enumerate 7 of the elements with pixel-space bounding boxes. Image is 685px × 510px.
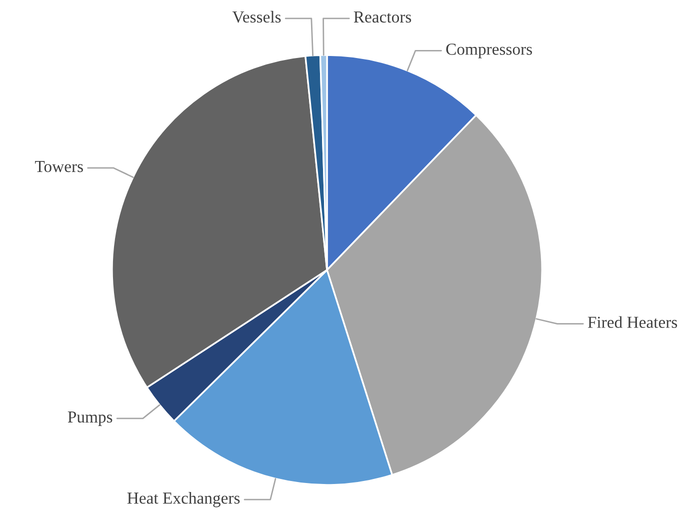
slice-label: Compressors [446,44,532,58]
slice-label: Fired Heaters [588,316,678,328]
slice-label: Towers [35,161,83,172]
slice-label: Heat Exchangers [127,492,240,508]
slice-label: Pumps [68,412,112,426]
slice-label: Reactors [354,12,412,23]
slice-label: Vessels [232,10,281,23]
